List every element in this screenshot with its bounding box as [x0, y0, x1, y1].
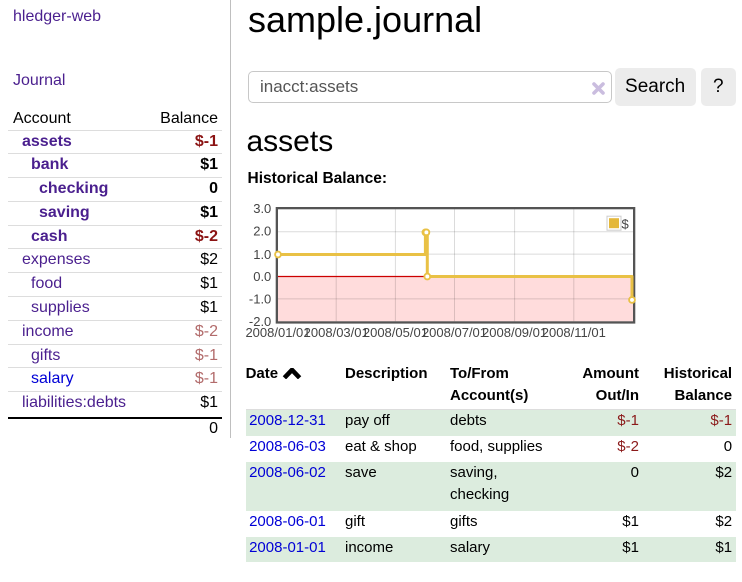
svg-text:2008/07/01: 2008/07/01 — [422, 325, 487, 340]
svg-text:2008/01/01: 2008/01/01 — [245, 325, 310, 340]
svg-text:2008/03/01: 2008/03/01 — [304, 325, 369, 340]
svg-text:1.0: 1.0 — [253, 247, 271, 262]
svg-text:3.0: 3.0 — [253, 201, 271, 216]
svg-text:2.0: 2.0 — [253, 224, 271, 239]
svg-text:2008/09/01: 2008/09/01 — [482, 325, 547, 340]
svg-text:0.0: 0.0 — [253, 269, 271, 284]
svg-text:2008/05/01: 2008/05/01 — [363, 325, 428, 340]
svg-text:$: $ — [622, 216, 630, 231]
svg-text:-1.0: -1.0 — [249, 292, 271, 307]
svg-text:2008/11/01: 2008/11/01 — [542, 325, 606, 340]
svg-text:-2.0: -2.0 — [249, 314, 271, 329]
